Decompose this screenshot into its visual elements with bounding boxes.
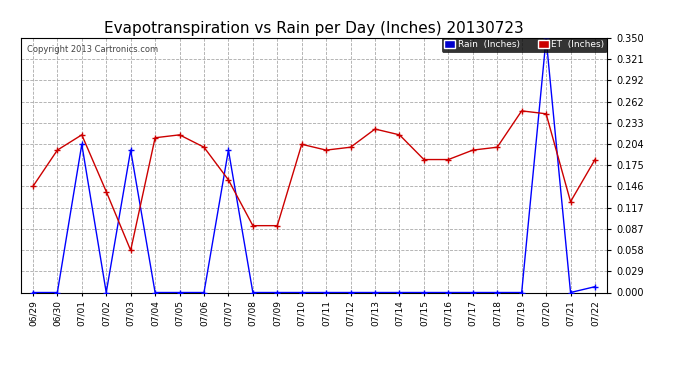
Text: Copyright 2013 Cartronics.com: Copyright 2013 Cartronics.com <box>26 45 158 54</box>
Legend: Rain  (Inches), ET  (Inches): Rain (Inches), ET (Inches) <box>442 38 607 52</box>
Title: Evapotranspiration vs Rain per Day (Inches) 20130723: Evapotranspiration vs Rain per Day (Inch… <box>104 21 524 36</box>
